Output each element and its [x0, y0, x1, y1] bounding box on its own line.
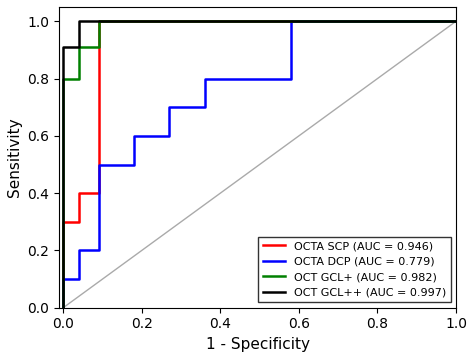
- OCTA DCP (AUC = 0.779): [202, 105, 208, 109]
- OCTA DCP (AUC = 0.779): [131, 134, 137, 138]
- OCTA DCP (AUC = 0.779): [131, 162, 137, 167]
- Line: OCT GCL+ (AUC = 0.982): OCT GCL+ (AUC = 0.982): [63, 21, 456, 308]
- OCTA SCP (AUC = 0.946): [96, 191, 101, 195]
- Line: OCTA SCP (AUC = 0.946): OCTA SCP (AUC = 0.946): [63, 21, 456, 308]
- Y-axis label: Sensitivity: Sensitivity: [7, 117, 22, 197]
- OCTA DCP (AUC = 0.779): [288, 76, 294, 81]
- OCT GCL++ (AUC = 0.997): [60, 45, 66, 49]
- OCT GCL++ (AUC = 0.997): [453, 19, 459, 23]
- OCTA DCP (AUC = 0.779): [76, 277, 82, 281]
- OCTA DCP (AUC = 0.779): [453, 19, 459, 23]
- OCT GCL++ (AUC = 0.997): [76, 45, 82, 49]
- OCTA DCP (AUC = 0.779): [60, 277, 66, 281]
- OCTA SCP (AUC = 0.946): [76, 191, 82, 195]
- OCTA SCP (AUC = 0.946): [60, 220, 66, 224]
- OCT GCL+ (AUC = 0.982): [453, 19, 459, 23]
- OCT GCL+ (AUC = 0.982): [60, 306, 66, 310]
- OCTA DCP (AUC = 0.779): [166, 105, 172, 109]
- X-axis label: 1 - Specificity: 1 - Specificity: [206, 337, 310, 352]
- OCTA SCP (AUC = 0.946): [453, 19, 459, 23]
- OCTA DCP (AUC = 0.779): [96, 162, 101, 167]
- OCTA DCP (AUC = 0.779): [96, 248, 101, 253]
- OCT GCL++ (AUC = 0.997): [60, 306, 66, 310]
- OCT GCL+ (AUC = 0.982): [76, 45, 82, 49]
- OCTA DCP (AUC = 0.779): [60, 306, 66, 310]
- OCT GCL+ (AUC = 0.982): [76, 76, 82, 81]
- OCTA DCP (AUC = 0.779): [166, 134, 172, 138]
- OCTA SCP (AUC = 0.946): [76, 220, 82, 224]
- Line: OCT GCL++ (AUC = 0.997): OCT GCL++ (AUC = 0.997): [63, 21, 456, 308]
- Line: OCTA DCP (AUC = 0.779): OCTA DCP (AUC = 0.779): [63, 21, 456, 308]
- OCT GCL++ (AUC = 0.997): [76, 19, 82, 23]
- OCTA SCP (AUC = 0.946): [96, 19, 101, 23]
- OCT GCL+ (AUC = 0.982): [60, 76, 66, 81]
- OCTA DCP (AUC = 0.779): [288, 19, 294, 23]
- Legend: OCTA SCP (AUC = 0.946), OCTA DCP (AUC = 0.779), OCT GCL+ (AUC = 0.982), OCT GCL+: OCTA SCP (AUC = 0.946), OCTA DCP (AUC = …: [258, 237, 450, 302]
- OCT GCL+ (AUC = 0.982): [96, 19, 101, 23]
- OCTA DCP (AUC = 0.779): [202, 76, 208, 81]
- OCTA SCP (AUC = 0.946): [60, 306, 66, 310]
- OCTA DCP (AUC = 0.779): [76, 248, 82, 253]
- OCT GCL+ (AUC = 0.982): [96, 45, 101, 49]
